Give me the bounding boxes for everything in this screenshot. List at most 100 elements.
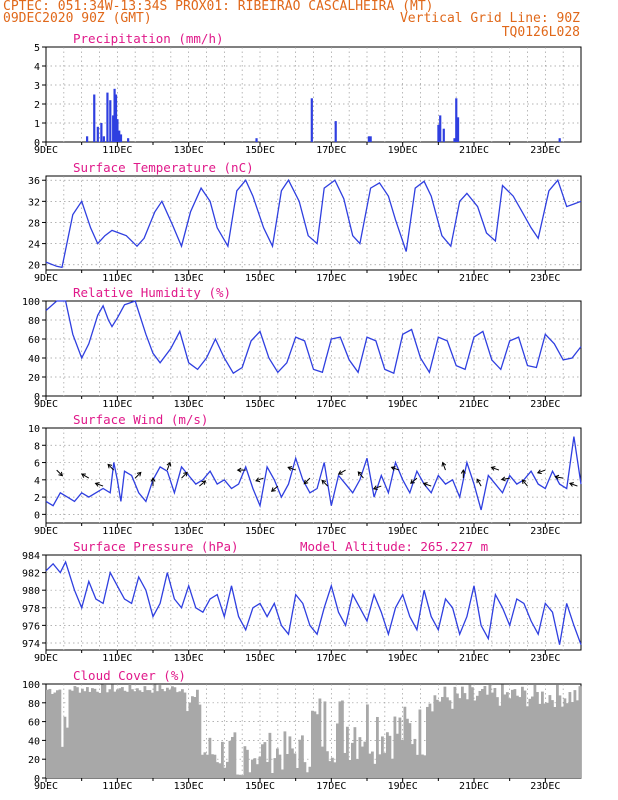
x-tick-label: 17DEC xyxy=(316,399,346,410)
panel-annotation: Model Altitude: 265.227 m xyxy=(300,539,488,554)
wind-arrow xyxy=(555,476,564,479)
wind-arrow xyxy=(181,472,188,479)
precip-bar xyxy=(255,138,258,142)
wind-arrow xyxy=(303,477,311,485)
y-tick-label: 4 xyxy=(34,62,40,73)
cloud-bar xyxy=(413,738,417,778)
wind-arrow-head xyxy=(150,477,156,482)
cloud-bar xyxy=(523,690,527,778)
cloud-bar xyxy=(148,690,152,778)
x-tick-label: 11DEC xyxy=(102,653,132,664)
cloud-bar xyxy=(171,686,174,778)
cloud-bar xyxy=(288,736,292,778)
y-tick-label: 80 xyxy=(28,316,40,327)
x-tick-label: 17DEC xyxy=(316,145,346,156)
wind-arrow-head xyxy=(270,487,276,492)
cloud-bar xyxy=(261,744,264,778)
cloud-bar xyxy=(131,689,134,778)
cloud-bar xyxy=(441,696,444,778)
wind-arrow xyxy=(81,473,90,479)
y-tick-label: 0 xyxy=(34,510,40,521)
cloud-bar xyxy=(366,704,369,778)
x-tick-label: 19DEC xyxy=(388,273,418,284)
series-line xyxy=(45,300,582,375)
x-tick-label: 23DEC xyxy=(530,273,560,284)
cloud-bar xyxy=(306,772,309,778)
precip-bar xyxy=(310,98,313,142)
cloud-bar xyxy=(478,690,482,778)
wind-arrow xyxy=(321,480,329,487)
y-tick-label: 28 xyxy=(28,218,40,229)
panel-1 xyxy=(42,175,582,274)
precip-bar xyxy=(439,115,442,142)
wind-arrow-head xyxy=(554,474,560,480)
wind-arrow-head xyxy=(58,471,64,477)
cloud-bar xyxy=(103,684,107,778)
cloud-bar xyxy=(551,700,554,778)
cloud-bar xyxy=(273,758,277,778)
x-tick-label: 21DEC xyxy=(459,653,489,664)
y-tick-label: 982 xyxy=(22,569,40,580)
cloud-bar xyxy=(143,686,147,778)
precip-bar xyxy=(369,136,372,142)
cloud-bar xyxy=(426,706,429,778)
cloud-bar xyxy=(146,690,149,778)
x-tick-label: 23DEC xyxy=(530,781,560,792)
cloud-bar xyxy=(528,698,532,778)
wind-arrow-head xyxy=(81,473,86,478)
cloud-bar xyxy=(66,727,69,778)
wind-arrow xyxy=(476,478,482,487)
y-tick-label: 1 xyxy=(34,119,40,130)
y-tick-label: 100 xyxy=(22,297,40,308)
y-tick-label: 20 xyxy=(28,261,40,272)
cloud-bar xyxy=(403,706,407,778)
cloud-bar xyxy=(488,684,492,778)
cloud-bar xyxy=(93,688,97,778)
precip-bar xyxy=(93,94,96,142)
series-line xyxy=(45,178,582,269)
cloud-bar xyxy=(391,758,394,778)
cloud-bar xyxy=(156,691,159,778)
cloud-bar xyxy=(296,768,299,778)
y-tick-label: 36 xyxy=(28,176,40,187)
wind-arrow xyxy=(373,485,382,490)
cloud-bar xyxy=(383,753,387,778)
cloud-bar xyxy=(453,686,457,778)
cloud-bar xyxy=(386,732,389,778)
cloud-bar xyxy=(271,773,274,778)
wind-arrow-head xyxy=(287,466,293,471)
cloud-bar xyxy=(423,755,427,778)
precip-bar xyxy=(109,100,112,142)
cloud-bar xyxy=(178,691,182,778)
y-tick-label: 8 xyxy=(34,441,40,452)
cloud-bar xyxy=(243,746,247,778)
panel-title: Cloud Cover (%) xyxy=(73,668,186,683)
wind-arrow-head xyxy=(441,461,447,467)
x-tick-label: 9DEC xyxy=(34,399,58,410)
cloud-bar xyxy=(98,692,102,778)
x-tick-label: 15DEC xyxy=(245,526,275,537)
cloud-bar xyxy=(546,702,549,778)
wind-arrow xyxy=(107,464,115,471)
precip-bar xyxy=(127,138,130,142)
x-tick-label: 23DEC xyxy=(530,526,560,537)
x-tick-label: 17DEC xyxy=(316,781,346,792)
cloud-bar xyxy=(368,753,372,778)
cloud-bar xyxy=(401,740,404,778)
panel-title: Surface Temperature (nC) xyxy=(73,160,254,175)
cloud-bar xyxy=(341,700,344,778)
y-tick-label: 40 xyxy=(28,354,40,365)
panel-3 xyxy=(42,427,582,527)
precip-bar xyxy=(96,126,99,142)
x-tick-label: 23DEC xyxy=(530,399,560,410)
cloud-bar xyxy=(338,701,342,778)
precip-bar xyxy=(100,123,103,142)
x-tick-label: 17DEC xyxy=(316,653,346,664)
cloud-bar xyxy=(363,741,367,778)
x-tick-label: 19DEC xyxy=(388,399,418,410)
x-tick-label: 11DEC xyxy=(102,399,132,410)
precip-bar xyxy=(437,124,440,142)
x-tick-label: 11DEC xyxy=(102,145,132,156)
cloud-bar xyxy=(496,697,499,778)
cloud-bar xyxy=(481,688,484,778)
